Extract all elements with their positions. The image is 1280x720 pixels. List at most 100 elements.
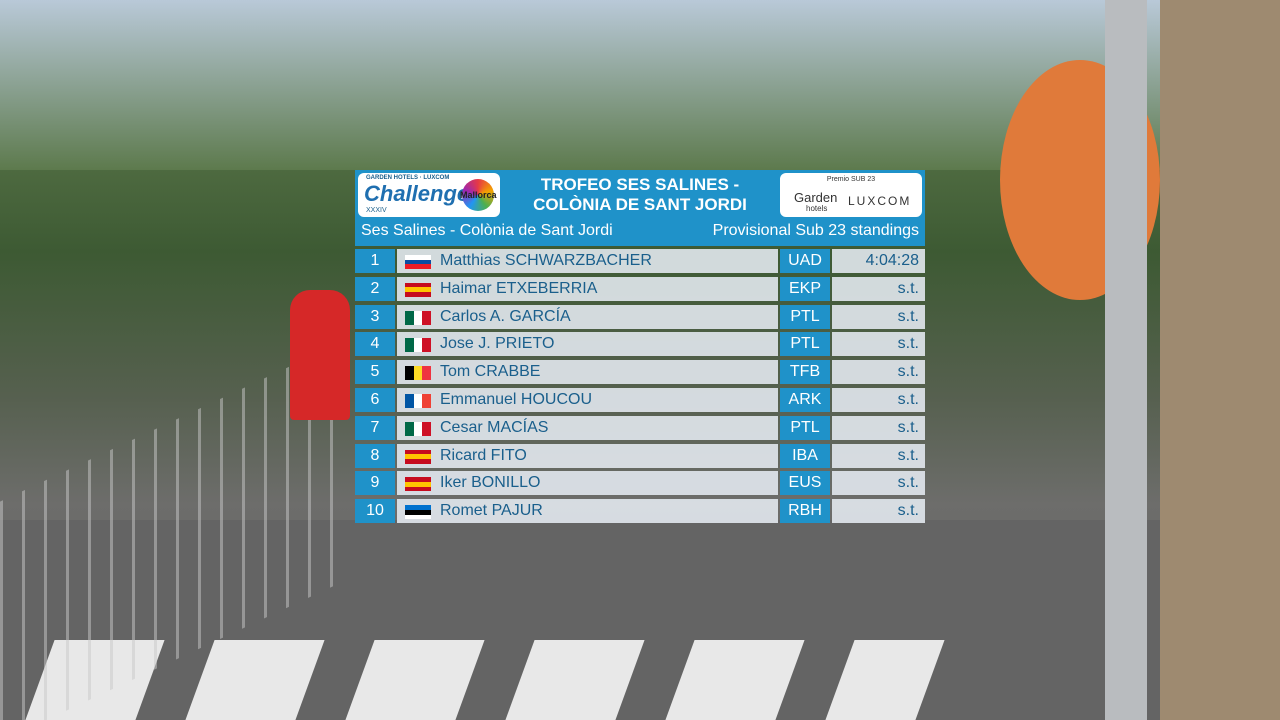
row: 9 Iker BONILLO EUS s.t. xyxy=(355,471,925,496)
flag-stripe xyxy=(405,505,431,510)
row: 8 Ricard FITO IBA s.t. xyxy=(355,443,925,468)
rider: Matthias SCHWARZBACHER xyxy=(440,252,652,269)
position: 4 xyxy=(355,332,395,357)
name-cell xyxy=(397,471,778,496)
standings-label: Provisional Sub 23 standings xyxy=(712,222,919,239)
logo-edition: XXXIV xyxy=(366,207,387,214)
name-cell xyxy=(397,388,778,412)
row: 5 Tom CRABBE TFB s.t. xyxy=(355,360,925,385)
position: 2 xyxy=(355,276,395,301)
row: 7 Cesar MACÍAS PTL s.t. xyxy=(355,415,925,440)
flag-stripe xyxy=(405,421,414,436)
team: PTL xyxy=(780,304,830,329)
position: 3 xyxy=(355,304,395,329)
logo-name: Challenge xyxy=(364,181,470,206)
logo-region: Mallorca xyxy=(460,190,497,200)
flag-stripe xyxy=(405,255,431,260)
time: s.t. xyxy=(832,276,925,301)
flag-stripe xyxy=(405,264,431,270)
row: 4 Jose J. PRIETO PTL s.t. xyxy=(355,332,925,357)
row: 1 Matthias SCHWARZBACHER UAD 4:04:28 xyxy=(355,249,925,273)
title-line: TROFEO SES SALINES - xyxy=(540,175,740,194)
title: TROFEO SES SALINES - COLÒNIA DE SANT JOR… xyxy=(505,175,775,215)
logo-left: GARDEN HOTELS · LUXCOM Challenge Mallorc… xyxy=(358,173,500,217)
name-cell xyxy=(397,499,778,524)
rider: Emmanuel HOUCOU xyxy=(440,391,593,408)
flag xyxy=(405,421,432,436)
team: PTL xyxy=(780,332,830,357)
flag-stripe xyxy=(422,310,432,325)
stage: Ses Salines - Colònia de Sant Jordi xyxy=(361,222,613,239)
flag xyxy=(405,477,431,492)
name-cell xyxy=(397,360,778,385)
flag-stripe xyxy=(413,421,423,436)
flag-stripe xyxy=(422,421,432,436)
sponsor: LUXCOM xyxy=(848,194,912,208)
flag-stripe xyxy=(405,287,431,293)
position: 1 xyxy=(355,249,395,273)
flag-stripe xyxy=(405,310,414,325)
team: TFB xyxy=(780,360,830,385)
position: 7 xyxy=(355,415,395,440)
flag-stripe xyxy=(405,282,431,288)
sponsor: Garden xyxy=(794,190,838,205)
row: 2 Haimar ETXEBERRIA EKP s.t. xyxy=(355,276,925,301)
position: 8 xyxy=(355,443,395,468)
position: 10 xyxy=(355,499,395,524)
position: 5 xyxy=(355,360,395,385)
time: s.t. xyxy=(832,499,925,524)
flag-stripe xyxy=(405,449,431,455)
flag-stripe xyxy=(405,259,431,265)
rider: Romet PAJUR xyxy=(440,502,543,520)
flag-stripe xyxy=(405,292,431,297)
flag xyxy=(405,505,431,520)
flag-stripe xyxy=(413,310,423,325)
flag-stripe xyxy=(413,366,423,381)
flag-stripe xyxy=(405,477,431,483)
flag xyxy=(405,366,432,381)
flag-stripe xyxy=(405,338,414,353)
logo-right: Premio SUB 23 Garden hotels LUXCOM xyxy=(780,173,922,217)
flag xyxy=(405,394,432,408)
flag-stripe xyxy=(405,394,414,408)
pole xyxy=(1105,0,1147,720)
flag-stripe xyxy=(422,366,432,381)
time: s.t. xyxy=(832,304,925,329)
row: 6 Emmanuel HOUCOU ARK s.t. xyxy=(355,388,925,412)
team: UAD xyxy=(780,249,830,273)
team: PTL xyxy=(780,415,830,440)
flag-stripe xyxy=(405,486,431,492)
flag-stripe xyxy=(413,338,423,353)
person xyxy=(290,290,350,420)
rider: Iker BONILLO xyxy=(440,474,541,492)
position: 9 xyxy=(355,471,395,496)
name-cell xyxy=(397,332,778,357)
rider: Cesar MACÍAS xyxy=(440,418,549,436)
time: s.t. xyxy=(832,360,925,385)
flag xyxy=(405,282,431,297)
rider: Tom CRABBE xyxy=(440,363,541,381)
flag-stripe xyxy=(422,338,432,353)
flag xyxy=(405,310,432,325)
time: s.t. xyxy=(832,471,925,496)
name-cell xyxy=(397,415,778,440)
flag-stripe xyxy=(405,458,431,464)
team: ARK xyxy=(780,388,830,412)
rider: Carlos A. GARCÍA xyxy=(440,307,571,325)
flag-stripe xyxy=(405,509,431,515)
flag-stripe xyxy=(405,482,431,487)
rider: Haimar ETXEBERRIA xyxy=(440,279,598,297)
name-cell xyxy=(397,304,778,329)
team: EUS xyxy=(780,471,830,496)
team: EKP xyxy=(780,276,830,301)
logo-ball xyxy=(462,179,494,211)
rider: Jose J. PRIETO xyxy=(440,335,555,353)
flag-stripe xyxy=(405,366,414,381)
time: s.t. xyxy=(832,443,925,468)
title-line: COLÒNIA DE SANT JORDI xyxy=(533,195,747,214)
flag-stripe xyxy=(413,394,423,408)
tree-trunk xyxy=(1160,0,1280,720)
prize: Premio SUB 23 xyxy=(826,176,876,183)
time: s.t. xyxy=(832,415,925,440)
